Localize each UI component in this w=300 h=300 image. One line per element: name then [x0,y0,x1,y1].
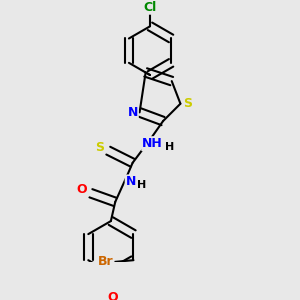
Text: H: H [165,142,175,152]
Text: NH: NH [142,137,163,150]
Text: Cl: Cl [143,1,157,14]
Text: O: O [107,291,118,300]
Text: S: S [95,141,104,154]
Text: Br: Br [98,255,113,268]
Text: N: N [126,176,136,188]
Text: S: S [183,97,192,110]
Text: O: O [77,183,88,196]
Text: H: H [137,180,146,190]
Text: N: N [128,106,138,119]
